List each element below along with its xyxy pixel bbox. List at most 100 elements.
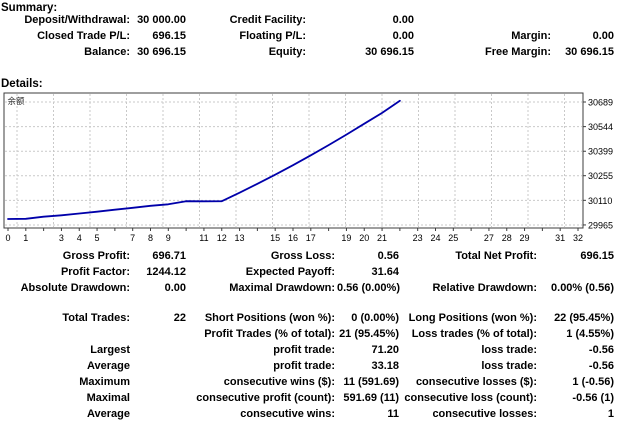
x-axis-label: 11 bbox=[199, 233, 208, 243]
stat-label: Maximal bbox=[0, 392, 130, 405]
x-axis-label: 16 bbox=[288, 233, 298, 243]
stat-label: Average bbox=[0, 360, 130, 373]
stat-label: Profit Factor: bbox=[0, 266, 130, 279]
stat-value: 696.15 bbox=[539, 250, 614, 263]
x-axis-label: 25 bbox=[448, 233, 458, 243]
stats-row: Maximal consecutive profit (count):591.69… bbox=[0, 392, 620, 405]
stat-value: 22 bbox=[132, 312, 186, 325]
y-axis-label: 30689 bbox=[588, 98, 613, 108]
stat-value: 696.15 bbox=[132, 30, 186, 43]
stat-label: Deposit/Withdrawal: bbox=[0, 14, 130, 27]
stat-value: 71.20 bbox=[337, 344, 399, 357]
stat-label: Credit Facility: bbox=[188, 14, 306, 27]
x-axis-label: 1 bbox=[23, 233, 28, 243]
series-label: 余额 bbox=[8, 96, 26, 106]
stat-value: 0.00 bbox=[308, 14, 414, 27]
stat-label: Profit Trades (% of total): bbox=[188, 328, 335, 341]
x-axis-label: 24 bbox=[430, 233, 440, 243]
stat-label: Total Trades: bbox=[0, 312, 130, 325]
x-axis-label: 28 bbox=[502, 233, 512, 243]
x-axis-label: 12 bbox=[217, 233, 227, 243]
x-axis-label: 20 bbox=[359, 233, 369, 243]
stat-label: loss trade: bbox=[401, 344, 537, 357]
stat-value: 30 000.00 bbox=[132, 14, 186, 27]
stat-label: consecutive profit (count): bbox=[188, 392, 335, 405]
x-axis-label: 9 bbox=[166, 233, 171, 243]
stats-row: Maximumconsecutive wins ($):11 (591.69)c… bbox=[0, 376, 620, 389]
stats-row: Averageprofit trade:33.18loss trade:-0.5… bbox=[0, 360, 620, 373]
x-axis-label: 27 bbox=[484, 233, 494, 243]
stat-value: -0.56 bbox=[539, 344, 614, 357]
stat-label: Gross Loss: bbox=[188, 250, 335, 263]
stat-label: Closed Trade P/L: bbox=[0, 30, 130, 43]
stat-label: Average bbox=[0, 408, 130, 421]
stat-value: 591.69 (11) bbox=[337, 392, 399, 405]
summary-row: Closed Trade P/L:696.15Floating P/L:0.00… bbox=[0, 30, 620, 43]
x-axis-label: 0 bbox=[5, 233, 10, 243]
x-axis-label: 15 bbox=[270, 233, 280, 243]
stat-value: 11 (591.69) bbox=[337, 376, 399, 389]
stats-row: Profit Trades (% of total):21 (95.45%)Lo… bbox=[0, 328, 620, 341]
x-axis-label: 23 bbox=[413, 233, 423, 243]
stat-value: 1 (-0.56) bbox=[539, 376, 614, 389]
stat-value: 0.00 bbox=[132, 282, 186, 295]
stat-label: consecutive loss (count): bbox=[401, 392, 537, 405]
stat-label: consecutive wins: bbox=[188, 408, 335, 421]
x-axis-label: 19 bbox=[341, 233, 351, 243]
y-axis-label: 30399 bbox=[588, 147, 613, 157]
summary-heading: Summary: bbox=[1, 2, 57, 14]
stat-value: 30 696.15 bbox=[132, 46, 186, 59]
stat-value: 21 (95.45%) bbox=[337, 328, 399, 341]
stat-value: 0.00 bbox=[308, 30, 414, 43]
stat-value: 33.18 bbox=[337, 360, 399, 373]
stat-value: 1 (4.55%) bbox=[539, 328, 614, 341]
stats-row: Profit Factor:1244.12Expected Payoff:31.… bbox=[0, 266, 620, 279]
stat-label: Expected Payoff: bbox=[188, 266, 335, 279]
stat-label: profit trade: bbox=[188, 344, 335, 357]
y-axis-label: 30255 bbox=[588, 171, 613, 181]
x-axis-label: 17 bbox=[306, 233, 316, 243]
chart-plot-area bbox=[4, 93, 583, 228]
stat-label: Long Positions (won %): bbox=[401, 312, 537, 325]
stat-value: 1244.12 bbox=[132, 266, 186, 279]
stat-label: Short Positions (won %): bbox=[188, 312, 335, 325]
y-axis-label: 29965 bbox=[588, 220, 613, 230]
stats-row: Absolute Drawdown:0.00Maximal Drawdown:0… bbox=[0, 282, 620, 295]
stat-label: consecutive losses: bbox=[401, 408, 537, 421]
stat-label: Maximum bbox=[0, 376, 130, 389]
stat-value: 0 (0.00%) bbox=[337, 312, 399, 325]
summary-row: Deposit/Withdrawal:30 000.00Credit Facil… bbox=[0, 14, 620, 27]
stats-row: Total Trades:22Short Positions (won %):0… bbox=[0, 312, 620, 325]
stat-label: Relative Drawdown: bbox=[401, 282, 537, 295]
stat-label: Loss trades (% of total): bbox=[401, 328, 537, 341]
stat-label: Gross Profit: bbox=[0, 250, 130, 263]
stat-label: loss trade: bbox=[401, 360, 537, 373]
stat-value: 30 696.15 bbox=[308, 46, 414, 59]
stats-row: Gross Profit:696.71Gross Loss:0.56Total … bbox=[0, 250, 620, 263]
stat-label: Floating P/L: bbox=[188, 30, 306, 43]
x-axis-label: 32 bbox=[573, 233, 583, 243]
x-axis-label: 4 bbox=[77, 233, 82, 243]
balance-chart: 2996530110302553039930544306890134578911… bbox=[0, 85, 620, 247]
summary-row: Balance:30 696.15Equity:30 696.15Free Ma… bbox=[0, 46, 620, 59]
stat-value: 0.00 bbox=[553, 30, 614, 43]
x-axis-label: 21 bbox=[377, 233, 387, 243]
x-axis-label: 31 bbox=[555, 233, 565, 243]
stat-label: Equity: bbox=[188, 46, 306, 59]
x-axis-label: 29 bbox=[520, 233, 530, 243]
stat-label: Total Net Profit: bbox=[401, 250, 537, 263]
stat-label: profit trade: bbox=[188, 360, 335, 373]
statement-report: Summary: Deposit/Withdrawal:30 000.00Cre… bbox=[0, 0, 620, 421]
stat-value: 1 bbox=[539, 408, 614, 421]
stat-value: 31.64 bbox=[337, 266, 399, 279]
x-axis-label: 7 bbox=[130, 233, 135, 243]
stat-value: 11 bbox=[337, 408, 399, 421]
stat-value: 22 (95.45%) bbox=[539, 312, 614, 325]
x-axis-label: 8 bbox=[148, 233, 153, 243]
stat-label: Largest bbox=[0, 344, 130, 357]
stat-label: consecutive losses ($): bbox=[401, 376, 537, 389]
stat-value: -0.56 (1) bbox=[539, 392, 614, 405]
stat-value: 696.71 bbox=[132, 250, 186, 263]
y-axis-label: 30544 bbox=[588, 122, 613, 132]
stat-value: 0.56 (0.00%) bbox=[337, 282, 399, 295]
